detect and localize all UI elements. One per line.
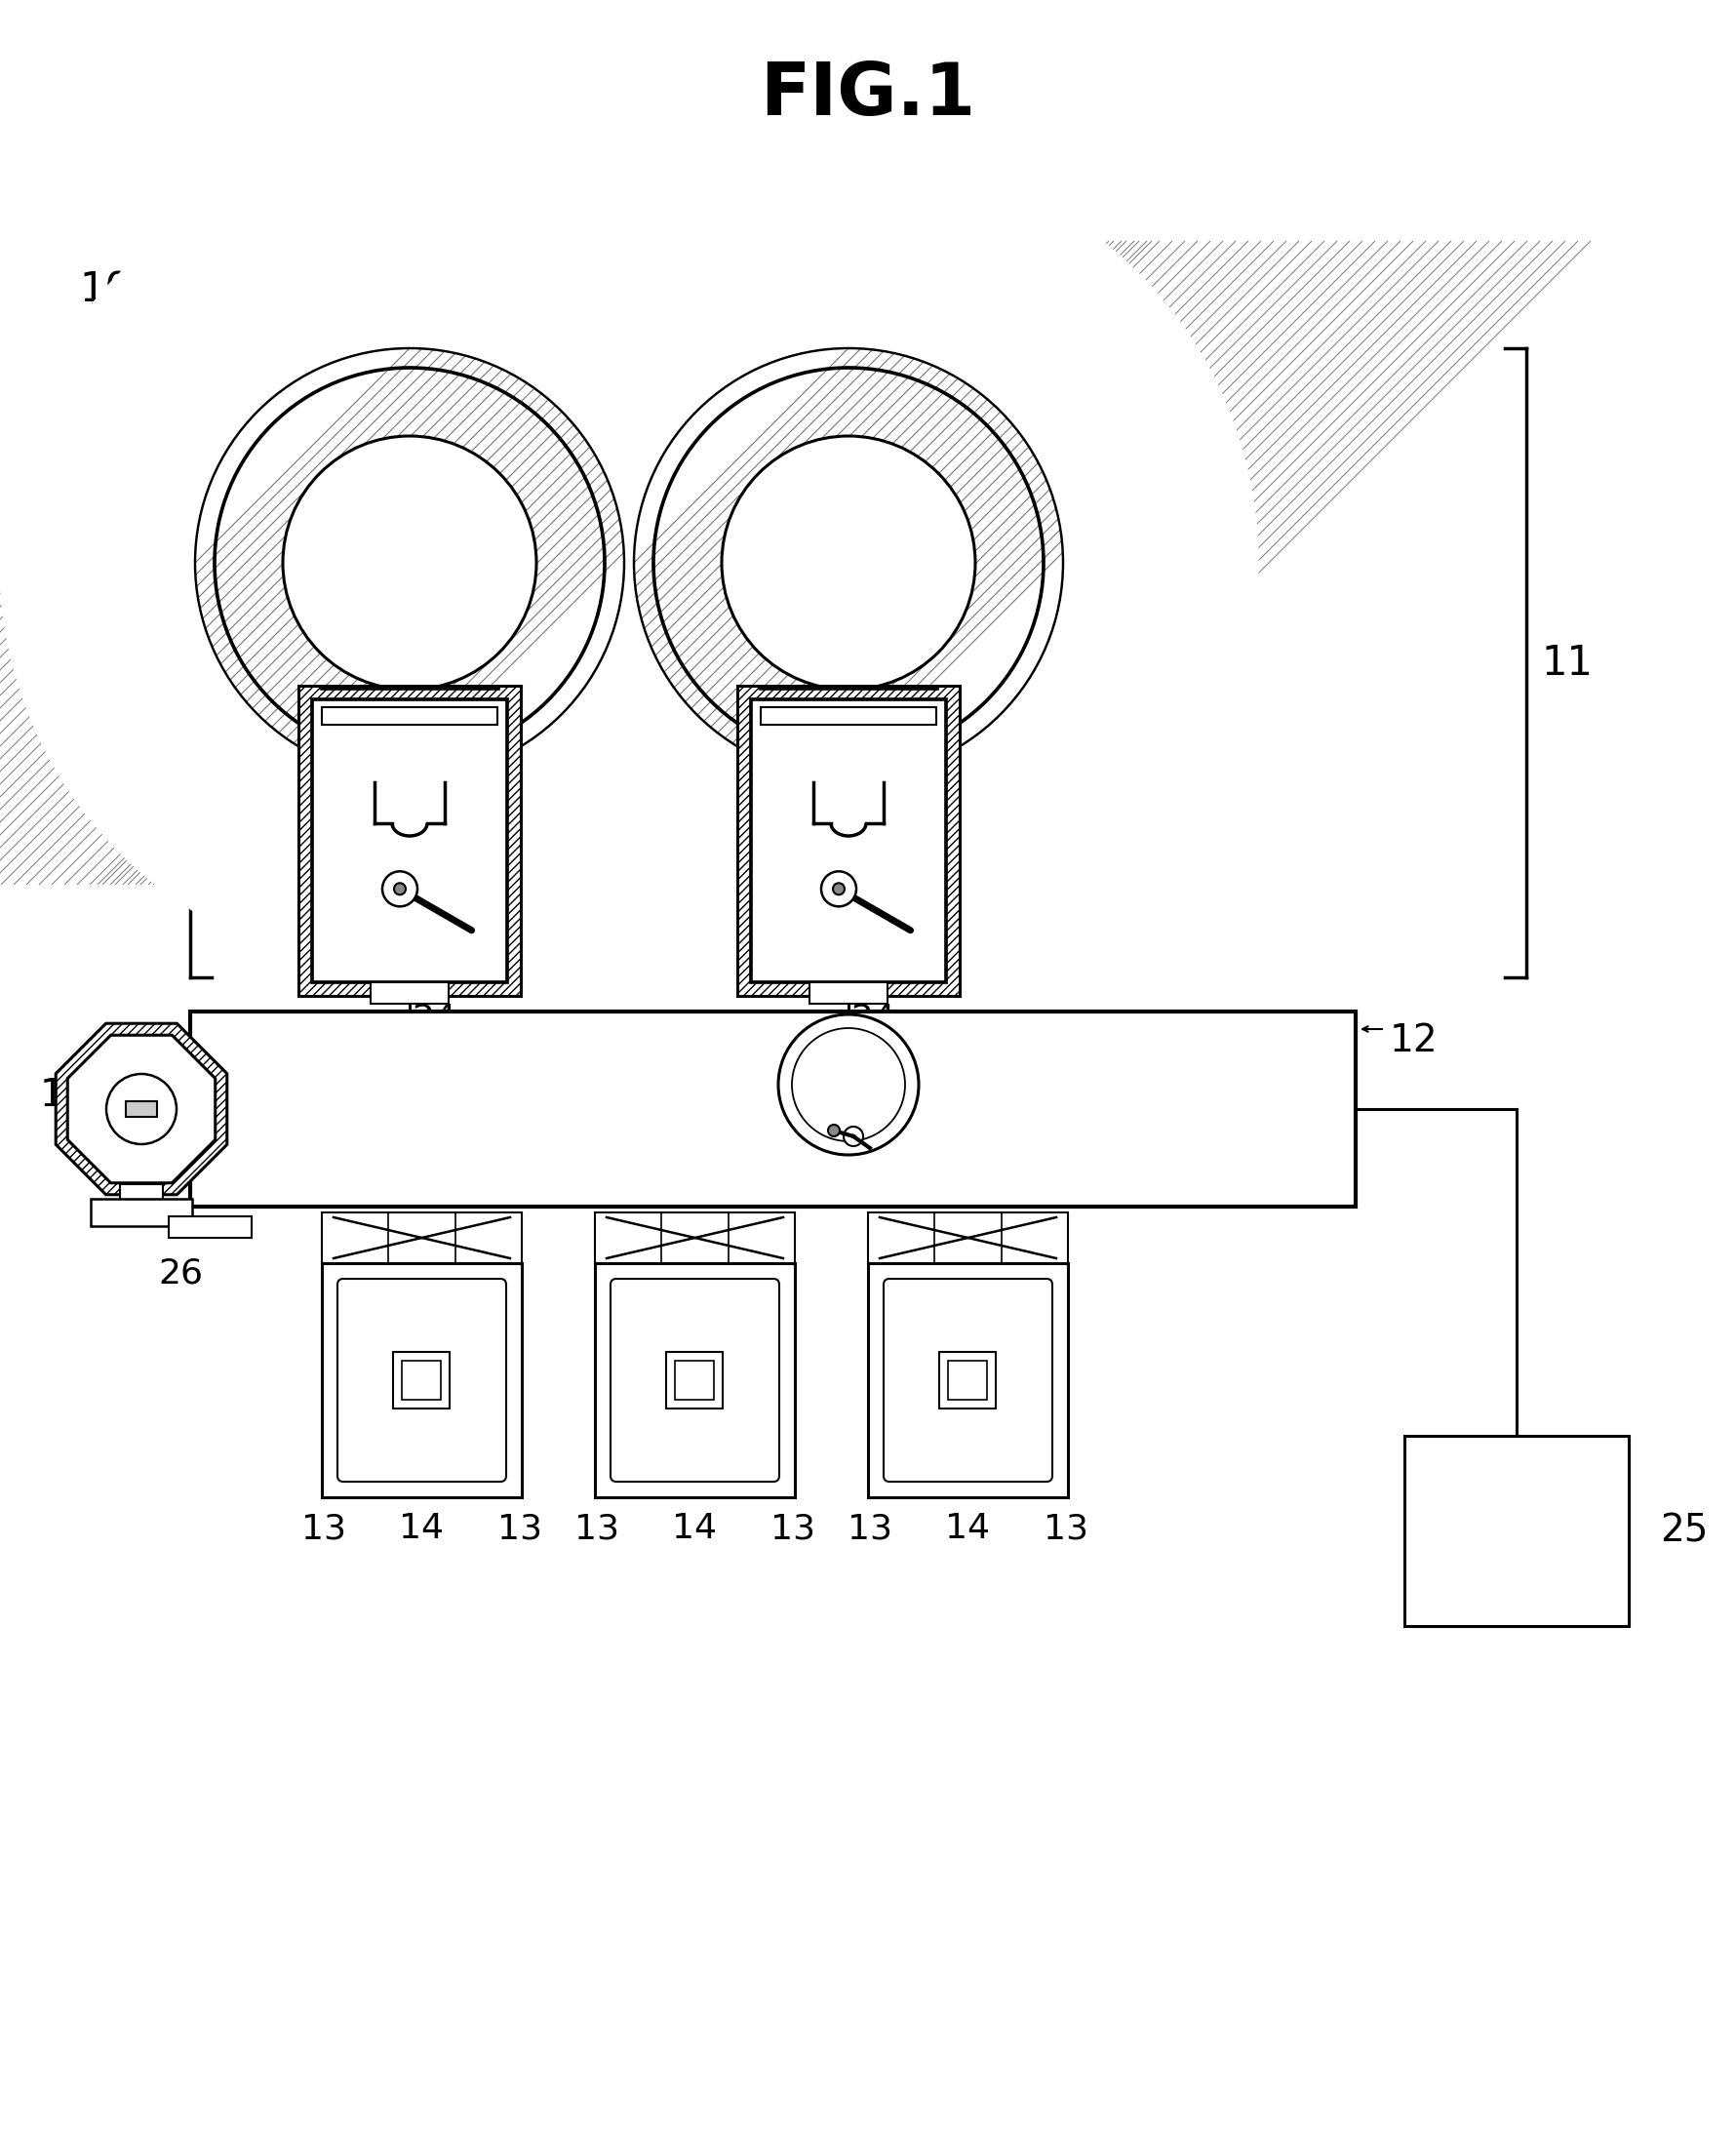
Text: 21: 21	[406, 326, 448, 358]
Text: 24: 24	[851, 1003, 894, 1035]
Bar	[312, 699, 507, 981]
Bar	[675, 1361, 713, 1399]
Circle shape	[833, 883, 844, 896]
Text: 23: 23	[233, 645, 278, 679]
Text: 16: 16	[755, 1089, 800, 1121]
Text: 17: 17	[672, 1093, 717, 1125]
Bar	[760, 707, 936, 724]
Text: 13: 13	[300, 1513, 345, 1545]
FancyBboxPatch shape	[337, 1279, 505, 1481]
Text: 13: 13	[771, 1513, 814, 1545]
Circle shape	[194, 347, 623, 778]
Circle shape	[283, 435, 536, 690]
Text: 25: 25	[1660, 1513, 1706, 1549]
Circle shape	[720, 435, 974, 690]
Text: 22: 22	[372, 326, 413, 358]
Bar	[403, 1361, 441, 1399]
Bar	[750, 699, 946, 981]
Text: 18: 18	[826, 276, 870, 311]
Text: 22: 22	[809, 326, 851, 358]
Circle shape	[844, 1127, 863, 1147]
Text: 18: 18	[387, 276, 432, 311]
Bar	[299, 686, 521, 996]
Circle shape	[189, 343, 628, 782]
Bar	[321, 1262, 521, 1498]
Text: 13: 13	[1043, 1513, 1088, 1545]
Text: 17: 17	[863, 1142, 908, 1174]
Bar	[667, 1352, 722, 1408]
Text: 19: 19	[993, 874, 1038, 909]
FancyBboxPatch shape	[884, 1279, 1052, 1481]
Bar	[321, 707, 496, 724]
Bar	[120, 1185, 163, 1202]
Bar	[595, 1213, 795, 1262]
Text: 15: 15	[40, 1076, 87, 1112]
Bar	[939, 1352, 996, 1408]
Text: W: W	[917, 1044, 951, 1078]
Text: FIG.1: FIG.1	[760, 60, 976, 131]
Text: 20: 20	[993, 791, 1038, 823]
Text: 14: 14	[399, 1513, 444, 1545]
Text: 21: 21	[845, 326, 887, 358]
Text: 23: 23	[672, 645, 717, 679]
Bar	[1404, 1436, 1628, 1627]
Bar	[168, 1217, 252, 1239]
Circle shape	[821, 872, 856, 906]
Text: 13: 13	[496, 1513, 542, 1545]
Bar	[370, 981, 448, 1003]
Circle shape	[439, 152, 1257, 973]
Text: 13: 13	[847, 1513, 892, 1545]
Polygon shape	[68, 1035, 215, 1183]
Bar	[595, 1262, 795, 1498]
Text: 20: 20	[554, 791, 599, 823]
Text: 26: 26	[158, 1256, 203, 1290]
Circle shape	[778, 1014, 918, 1155]
Circle shape	[106, 1074, 177, 1144]
Text: 17: 17	[399, 1093, 444, 1125]
Polygon shape	[56, 1024, 227, 1194]
Text: 14: 14	[944, 1513, 990, 1545]
Text: 14: 14	[672, 1513, 717, 1545]
Text: 13: 13	[575, 1513, 620, 1545]
Bar	[736, 686, 958, 996]
Circle shape	[283, 435, 536, 690]
Circle shape	[634, 347, 1062, 778]
Bar	[868, 1262, 1068, 1498]
FancyBboxPatch shape	[609, 1279, 779, 1481]
Bar	[948, 1361, 988, 1399]
Circle shape	[628, 343, 1068, 782]
Circle shape	[382, 872, 417, 906]
Text: 10: 10	[80, 270, 132, 311]
Text: 24: 24	[411, 1003, 457, 1035]
Text: 17: 17	[944, 1093, 990, 1125]
Text: 12: 12	[1389, 1022, 1437, 1059]
Bar	[189, 1011, 1354, 1207]
Bar	[868, 1213, 1068, 1262]
Bar	[125, 1102, 156, 1117]
Text: 11: 11	[127, 643, 179, 684]
Circle shape	[394, 883, 406, 896]
Circle shape	[720, 435, 974, 690]
Text: 11: 11	[1540, 643, 1592, 684]
Text: 19: 19	[556, 874, 599, 909]
Circle shape	[0, 152, 819, 973]
Bar	[809, 981, 887, 1003]
Bar	[321, 1213, 521, 1262]
Circle shape	[828, 1125, 838, 1136]
Bar	[90, 1198, 193, 1226]
Bar	[394, 1352, 450, 1408]
